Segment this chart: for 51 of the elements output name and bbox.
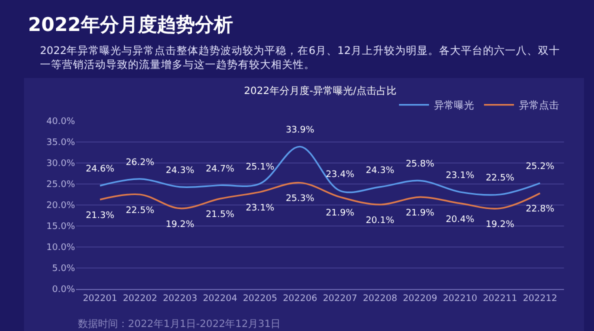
x-tick-label: 202206 [282,294,318,304]
data-label: 24.3% [166,166,195,176]
x-tick-label: 202208 [362,294,398,304]
x-tick-label: 202211 [482,294,518,304]
y-tick-label: 25.0% [46,180,76,190]
data-label: 19.2% [166,220,195,230]
data-label: 25.8% [406,160,435,170]
data-label: 22.8% [526,204,555,215]
chart-title: 2022年分月度趋势分析 [28,13,233,38]
x-tick-label: 202212 [522,294,558,304]
legend-label: 异常点击 [519,100,559,112]
data-label: 25.3% [286,194,315,204]
data-label: 22.5% [126,206,155,216]
x-tick-label: 202201 [82,294,118,304]
y-tick-label: 35.0% [46,138,76,148]
x-tick-label: 202203 [162,294,198,304]
data-label: 24.3% [366,166,395,176]
data-label: 23.1% [446,171,475,182]
data-label: 33.9% [286,126,315,136]
y-tick-label: 10.0% [46,243,76,254]
text: 2022年分月度-异常曝光/点击占比 [244,85,396,97]
data-label: 24.7% [206,164,235,174]
x-tick-label: 202204 [202,294,238,304]
data-label: 22.5% [486,174,515,184]
data-label: 19.2% [486,220,515,230]
data-label: 21.9% [326,208,355,218]
x-tick-label: 202210 [442,294,478,304]
data-label: 24.6% [86,164,115,175]
y-tick-label: 40.0% [46,117,76,128]
data-label: 26.2% [126,158,155,168]
data-label: 23.4% [326,170,355,180]
x-tick-label: 202207 [322,294,358,304]
x-tick-label: 202202 [122,294,158,304]
y-tick-label: 0.0% [52,285,76,296]
chart-subtitle: 2022年异常曝光与异常点击整体趋势波动较为平稳，在6月、12月上升较为明显。各大平台的六一八、双十一等营销活动导致的流量增多与这一趋势有较大相关性。 [40,44,560,72]
data-label: 21.3% [86,210,115,221]
data-label: 23.1% [246,203,275,214]
y-tick-label: 15.0% [46,222,76,232]
data-label: 20.4% [446,214,475,225]
x-tick-label: 202209 [402,294,438,304]
legend-label: 异常曝光 [434,100,474,112]
data-label: 20.1% [366,216,395,226]
y-tick-label: 5.0% [52,264,76,274]
data-label: 21.9% [406,208,435,218]
data-label: 25.2% [526,162,555,172]
x-tick-label: 202205 [242,294,278,304]
y-tick-label: 30.0% [46,159,76,170]
text: 数据时间：2022年1月1日-2022年12月31日 [78,318,281,330]
data-label: 25.1% [246,162,275,173]
y-tick-label: 20.0% [46,201,76,212]
data-label: 21.5% [206,210,235,220]
